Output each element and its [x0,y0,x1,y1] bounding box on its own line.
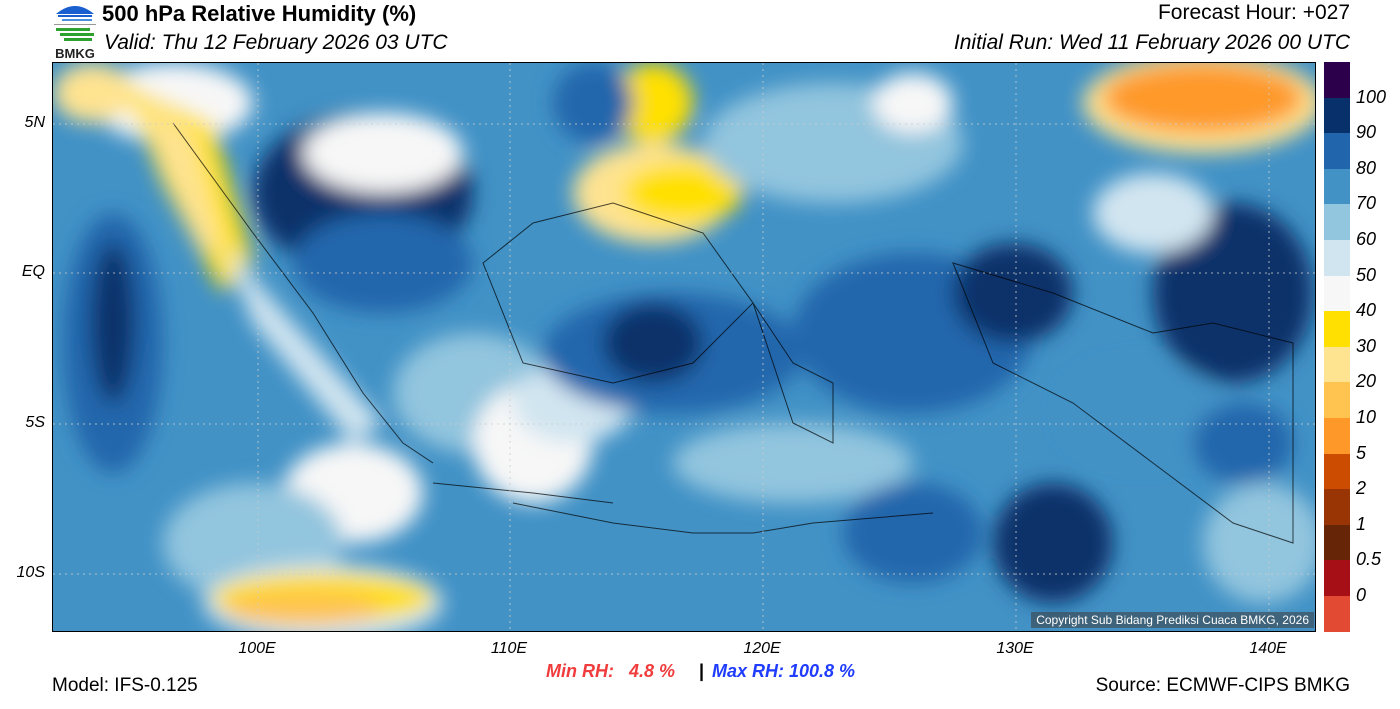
colorbar-swatch [1324,204,1350,240]
bmkg-logo: BMKG [50,0,100,62]
colorbar-swatch [1324,168,1350,205]
separator: | [699,661,705,681]
min-rh: Min RH: 4.8 % [546,661,676,681]
colorbar-label: 1 [1356,513,1367,534]
colorbar [1324,62,1350,632]
colorbar-label: 90 [1356,122,1377,143]
colorbar-label: 5 [1356,442,1367,463]
colorbar-swatch [1324,311,1350,347]
lat-label-eq: EQ [21,263,45,280]
lon-label-110e: 110E [490,640,528,657]
lon-label-130e: 130E [996,640,1034,657]
colorbar-swatch [1324,489,1350,525]
colorbar-label: 50 [1356,264,1377,285]
lon-label-100e: 100E [238,640,276,657]
colorbar-label: 100 [1356,86,1387,107]
colorbar-swatch [1324,239,1350,276]
colorbar-swatch [1324,560,1350,596]
svg-text:BMKG: BMKG [55,46,95,61]
chart-title: 500 hPa Relative Humidity (%) [102,1,417,26]
colorbar-label: 20 [1356,371,1377,392]
colorbar-swatch [1324,524,1350,561]
max-rh: Max RH: 100.8 % [712,661,856,681]
humidity-map[interactable] [52,62,1316,632]
colorbar-swatch [1324,62,1350,98]
lon-label-140e: 140E [1249,640,1287,657]
colorbar-swatch [1324,275,1350,312]
copyright-notice: Copyright Sub Bidang Prediksi Cuaca BMKG… [1031,612,1314,628]
colorbar-label: 80 [1356,157,1377,178]
colorbar-swatch [1324,346,1350,383]
lat-label-10s: 10S [16,564,45,581]
lat-label-5s: 5S [25,414,45,431]
colorbar-label: 60 [1356,229,1377,249]
initial-run: Initial Run: Wed 11 February 2026 00 UTC [953,31,1350,54]
lat-label-5n: 5N [24,114,45,131]
model-label: Model: IFS-0.125 [52,675,198,696]
lon-label-120e: 120E [743,640,781,657]
colorbar-label: 0 [1356,585,1367,605]
colorbar-label: 2 [1356,478,1367,499]
colorbar-swatch [1324,382,1350,418]
colorbar-swatch [1324,417,1350,454]
colorbar-label: 30 [1356,335,1377,356]
colorbar-label: 10 [1356,407,1377,427]
colorbar-swatch [1324,595,1350,632]
colorbar-swatch [1324,453,1350,490]
colorbar-label: 0.5 [1356,549,1382,570]
colorbar-swatch [1324,97,1350,134]
source-label: Source: ECMWF-CIPS BMKG [1095,675,1350,696]
colorbar-label: 70 [1356,193,1377,214]
colorbar-swatch [1324,133,1350,169]
valid-time: Valid: Thu 12 February 2026 03 UTC [104,31,448,54]
colorbar-label: 40 [1356,300,1377,321]
forecast-hour: Forecast Hour: +027 [1157,1,1350,24]
